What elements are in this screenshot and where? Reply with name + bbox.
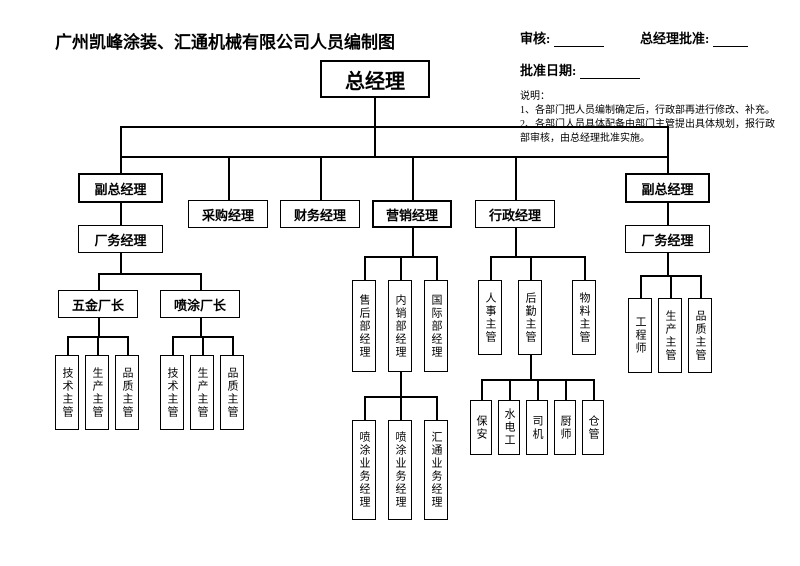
node-chef: 厨师: [554, 400, 576, 455]
node-material-sup: 物料主管: [572, 280, 596, 355]
reviewer-label: 审核:: [520, 31, 550, 46]
reviewer-underline: [554, 46, 604, 47]
node-hardware-chief: 五金厂长: [58, 290, 138, 318]
node-huitong-biz: 汇通业务经理: [424, 420, 448, 520]
node-prod-sup1: 生产主管: [85, 355, 109, 430]
gm-approval-underline: [713, 46, 748, 47]
notes-block: 说明： 1、各部门把人员编制确定后，行政部再进行修改、补充。 2、各部门人员具体…: [520, 90, 780, 146]
node-electrician: 水电工: [498, 400, 520, 455]
node-warehouse: 仓管: [582, 400, 604, 455]
node-admin: 行政经理: [475, 200, 555, 228]
reviewer-field: 审核:: [520, 28, 604, 47]
node-spray-biz1: 喷涂业务经理: [352, 420, 376, 520]
node-qc-sup3: 品质主管: [688, 298, 712, 373]
node-intl-mgr: 国际部经理: [424, 280, 448, 372]
gm-approval-field: 总经理批准:: [640, 28, 748, 47]
node-spray-biz2: 喷涂业务经理: [388, 420, 412, 520]
node-qc-sup2: 品质主管: [220, 355, 244, 430]
gm-approval-label: 总经理批准:: [640, 31, 709, 46]
node-purchasing: 采购经理: [188, 200, 268, 228]
node-gm: 总经理: [320, 60, 430, 98]
node-dgm-left: 副总经理: [78, 173, 163, 203]
node-security: 保安: [470, 400, 492, 455]
node-engineer: 工程师: [628, 298, 652, 373]
notes-heading: 说明：: [520, 90, 780, 104]
approval-date-field: 批准日期:: [520, 60, 640, 79]
approval-date-underline: [580, 78, 640, 79]
node-tech-sup1: 技术主管: [55, 355, 79, 430]
node-finance: 财务经理: [280, 200, 360, 228]
node-tech-sup2: 技术主管: [160, 355, 184, 430]
node-prod-sup2: 生产主管: [190, 355, 214, 430]
node-dgm-right: 副总经理: [625, 173, 710, 203]
node-driver: 司机: [526, 400, 548, 455]
node-spray-chief: 喷涂厂长: [160, 290, 240, 318]
node-domestic-mgr: 内销部经理: [388, 280, 412, 372]
node-hr-sup: 人事主管: [478, 280, 502, 355]
approval-date-label: 批准日期:: [520, 63, 576, 78]
node-prod-sup3: 生产主管: [658, 298, 682, 373]
node-qc-sup1: 品质主管: [115, 355, 139, 430]
node-factory-mgr-left: 厂务经理: [78, 225, 163, 253]
notes-line1: 1、各部门把人员编制确定后，行政部再进行修改、补充。: [520, 104, 780, 118]
node-factory-mgr-right: 厂务经理: [625, 225, 710, 253]
page-title: 广州凯峰涂装、汇通机械有限公司人员编制图: [55, 28, 395, 53]
node-marketing: 营销经理: [372, 200, 452, 228]
node-logistics-sup: 后勤主管: [518, 280, 542, 355]
notes-line2: 2、各部门人员具体配备由部门主管提出具体规划，报行政部审核，由总经理批准实施。: [520, 118, 780, 146]
node-aftersales-mgr: 售后部经理: [352, 280, 376, 372]
